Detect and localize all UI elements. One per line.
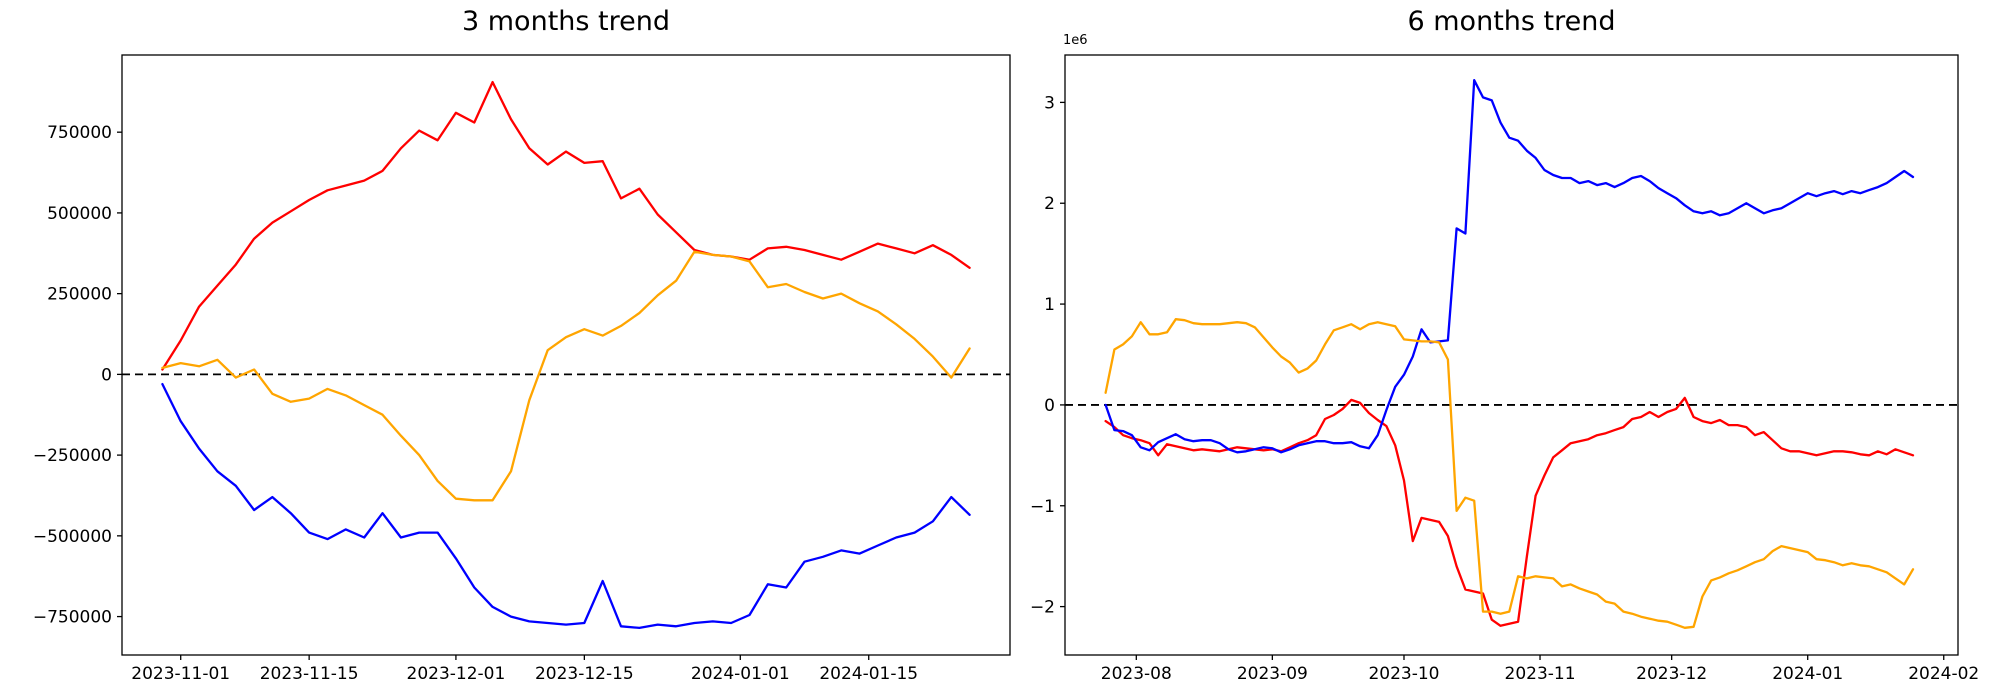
x-tick-label: 2023-11-01 — [131, 664, 230, 684]
series-red-line — [161, 80, 971, 371]
chart-6-months: 2023-08 2023-09 2023-10 2023-11 2023-12 2024-… — [1030, 54, 1979, 684]
x-tick-label: 2024-01-15 — [819, 664, 918, 684]
x-tick-label: 2023-12-15 — [535, 664, 634, 684]
y-tick-label: −1 — [1030, 497, 1055, 517]
x-tick-label: 2023-12-01 — [407, 664, 506, 684]
x-tick-label: 2023-10 — [1368, 664, 1439, 684]
x-tick-label: 2023-08 — [1101, 664, 1172, 684]
y-tick-label: 3 — [1044, 93, 1055, 113]
y-tick-label: 1 — [1044, 295, 1055, 315]
y-axis-offset-label: 1e6 — [1063, 33, 1088, 48]
y-tick-label: −500000 — [33, 527, 112, 547]
chart-title-6-months: 6 months trend — [1407, 6, 1616, 37]
y-tick-label: 0 — [101, 365, 112, 385]
series-blue-line — [161, 382, 971, 630]
y-tick-label: −750000 — [33, 608, 112, 628]
axes-spines — [121, 54, 1011, 656]
y-tick-label: 2 — [1044, 194, 1055, 214]
x-tick-label: 2023-09 — [1237, 664, 1308, 684]
series-orange-line — [1104, 318, 1915, 629]
y-tick-label: 500000 — [47, 204, 112, 224]
y-tick-label: −250000 — [33, 446, 112, 466]
x-tick-label: 2024-01 — [1772, 664, 1843, 684]
y-tick-label: −2 — [1030, 598, 1055, 618]
x-tick-label: 2023-11-15 — [260, 664, 359, 684]
y-tick-label: 0 — [1044, 396, 1055, 416]
chart-3-months: 2023-11-01 2023-11-15 2023-12-01 2023-12-15… — [33, 54, 1011, 684]
y-tick-label: 250000 — [47, 285, 112, 305]
x-tick-label: 2023-11 — [1505, 664, 1576, 684]
axes-spines — [1064, 54, 1959, 656]
series-orange-line — [161, 250, 971, 502]
y-tick-label: 750000 — [47, 123, 112, 143]
series-blue-line — [1104, 79, 1915, 454]
x-tick-label: 2023-12 — [1636, 664, 1707, 684]
series-red-line — [1104, 396, 1915, 627]
x-tick-label: 2024-01-01 — [691, 664, 790, 684]
x-tick-label: 2024-02 — [1908, 664, 1979, 684]
chart-title-3-months: 3 months trend — [462, 6, 670, 37]
